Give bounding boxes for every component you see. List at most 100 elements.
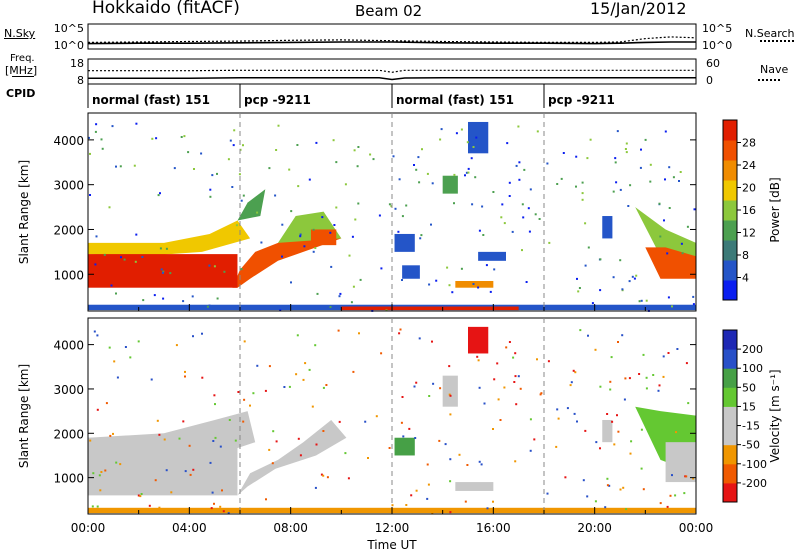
velocity-speckle <box>243 340 246 343</box>
power-speckle <box>256 211 259 214</box>
velocity-speckle <box>486 507 489 510</box>
power-speckle <box>200 152 203 155</box>
power-speckle <box>330 265 333 268</box>
velocity-speckle <box>178 437 181 440</box>
velocity-speckle <box>137 340 140 343</box>
velocity-speckle <box>645 376 648 379</box>
velocity-speckle <box>413 385 416 388</box>
velocity-speckle <box>322 386 325 389</box>
velocity-speckle <box>175 344 178 347</box>
velocity-speckle <box>320 473 323 476</box>
velocity-speckle <box>606 477 609 480</box>
power-speckle <box>359 278 362 281</box>
power-speckle <box>511 230 514 233</box>
power-speckle <box>415 168 418 171</box>
power-speckle <box>548 241 551 244</box>
power-speckle <box>581 192 584 195</box>
power-speckle <box>578 287 581 289</box>
power-speckle <box>672 176 675 179</box>
velocity-speckle <box>154 479 157 482</box>
power-speckle <box>538 218 541 220</box>
velocity-speckle <box>212 440 215 442</box>
velocity-speckle <box>137 494 140 497</box>
power-speckle <box>314 247 317 249</box>
power-speckle <box>562 152 565 154</box>
power-speckle <box>453 173 456 176</box>
velocity-speckle <box>252 392 255 395</box>
xtick-label: 12:00 <box>375 521 410 535</box>
power-colorbar-segment <box>723 220 737 241</box>
power-speckle <box>659 235 662 238</box>
power-speckle <box>430 223 432 226</box>
velocity-speckle <box>405 504 408 506</box>
power-speckle <box>356 165 359 168</box>
velocity-speckle <box>529 418 532 421</box>
power-speckle <box>644 138 647 141</box>
power-speckle <box>635 274 638 277</box>
velocity-speckle <box>685 362 688 365</box>
power-speckle <box>466 141 469 144</box>
velocity-speckle <box>595 441 598 444</box>
power-colorbar-segment <box>723 240 737 261</box>
velocity-speckle <box>572 369 575 372</box>
power-speckle <box>357 146 360 148</box>
velocity-speckle <box>227 512 230 515</box>
velocity-speckle <box>428 395 431 397</box>
velocity-speckle <box>676 348 679 350</box>
velocity-speckle <box>671 474 673 477</box>
power-speckle <box>517 125 520 128</box>
power-speckle <box>94 130 97 133</box>
velocity-speckle <box>662 355 665 358</box>
velocity-speckle <box>139 495 142 498</box>
power-colorbar-tick-label: 8 <box>742 249 749 262</box>
velocity-speckle <box>311 405 314 408</box>
velocity-speckle <box>302 378 305 381</box>
power-ytick-label: 1000 <box>53 268 84 282</box>
nsky-tick-label: 10^5 <box>54 22 84 35</box>
power-speckle <box>299 233 302 236</box>
power-speckle <box>352 285 355 288</box>
velocity-speckle <box>685 475 688 478</box>
power-speckle <box>308 178 311 181</box>
velocity-speckle <box>512 356 515 359</box>
velocity-speckle <box>613 443 616 446</box>
power-speckle <box>95 123 98 126</box>
velocity-speckle <box>299 454 302 457</box>
velocity-speckle <box>358 332 360 335</box>
power-speckle <box>135 122 138 125</box>
velocity-speckle <box>380 352 383 355</box>
velocity-speckle <box>192 468 195 471</box>
velocity-speckle <box>658 384 661 387</box>
velocity-colorbar-segment <box>723 463 737 484</box>
velocity-speckle <box>337 329 340 332</box>
power-speckle <box>649 180 652 183</box>
power-speckle <box>576 277 578 280</box>
velocity-speckle <box>347 477 350 480</box>
velocity-colorbar-tick-label: 100 <box>742 362 763 375</box>
velocity-speckle <box>91 505 94 508</box>
power-speckle <box>398 178 401 181</box>
velocity-ytick-label: 4000 <box>53 339 84 353</box>
power-speckle <box>671 305 673 308</box>
power-speckle <box>658 202 661 205</box>
power-speckle <box>160 268 163 271</box>
velocity-speckle <box>184 375 186 378</box>
velocity-colorbar-tick-label: -50 <box>742 439 760 452</box>
velocity-speckle <box>669 494 672 497</box>
velocity-speckle <box>163 438 166 441</box>
power-speckle <box>209 188 212 191</box>
velocity-speckle <box>158 433 161 436</box>
velocity-speckle <box>576 420 578 423</box>
velocity-speckle <box>599 447 601 450</box>
velocity-speckle <box>503 386 506 389</box>
velocity-speckle <box>98 474 101 477</box>
velocity-patch <box>455 482 494 491</box>
nsearch-tick-label: 10^5 <box>702 22 732 35</box>
power-speckle <box>133 164 136 167</box>
power-speckle <box>115 165 117 168</box>
velocity-speckle <box>642 353 645 356</box>
power-speckle <box>89 194 91 196</box>
power-patch <box>402 265 420 279</box>
velocity-speckle <box>271 462 274 465</box>
